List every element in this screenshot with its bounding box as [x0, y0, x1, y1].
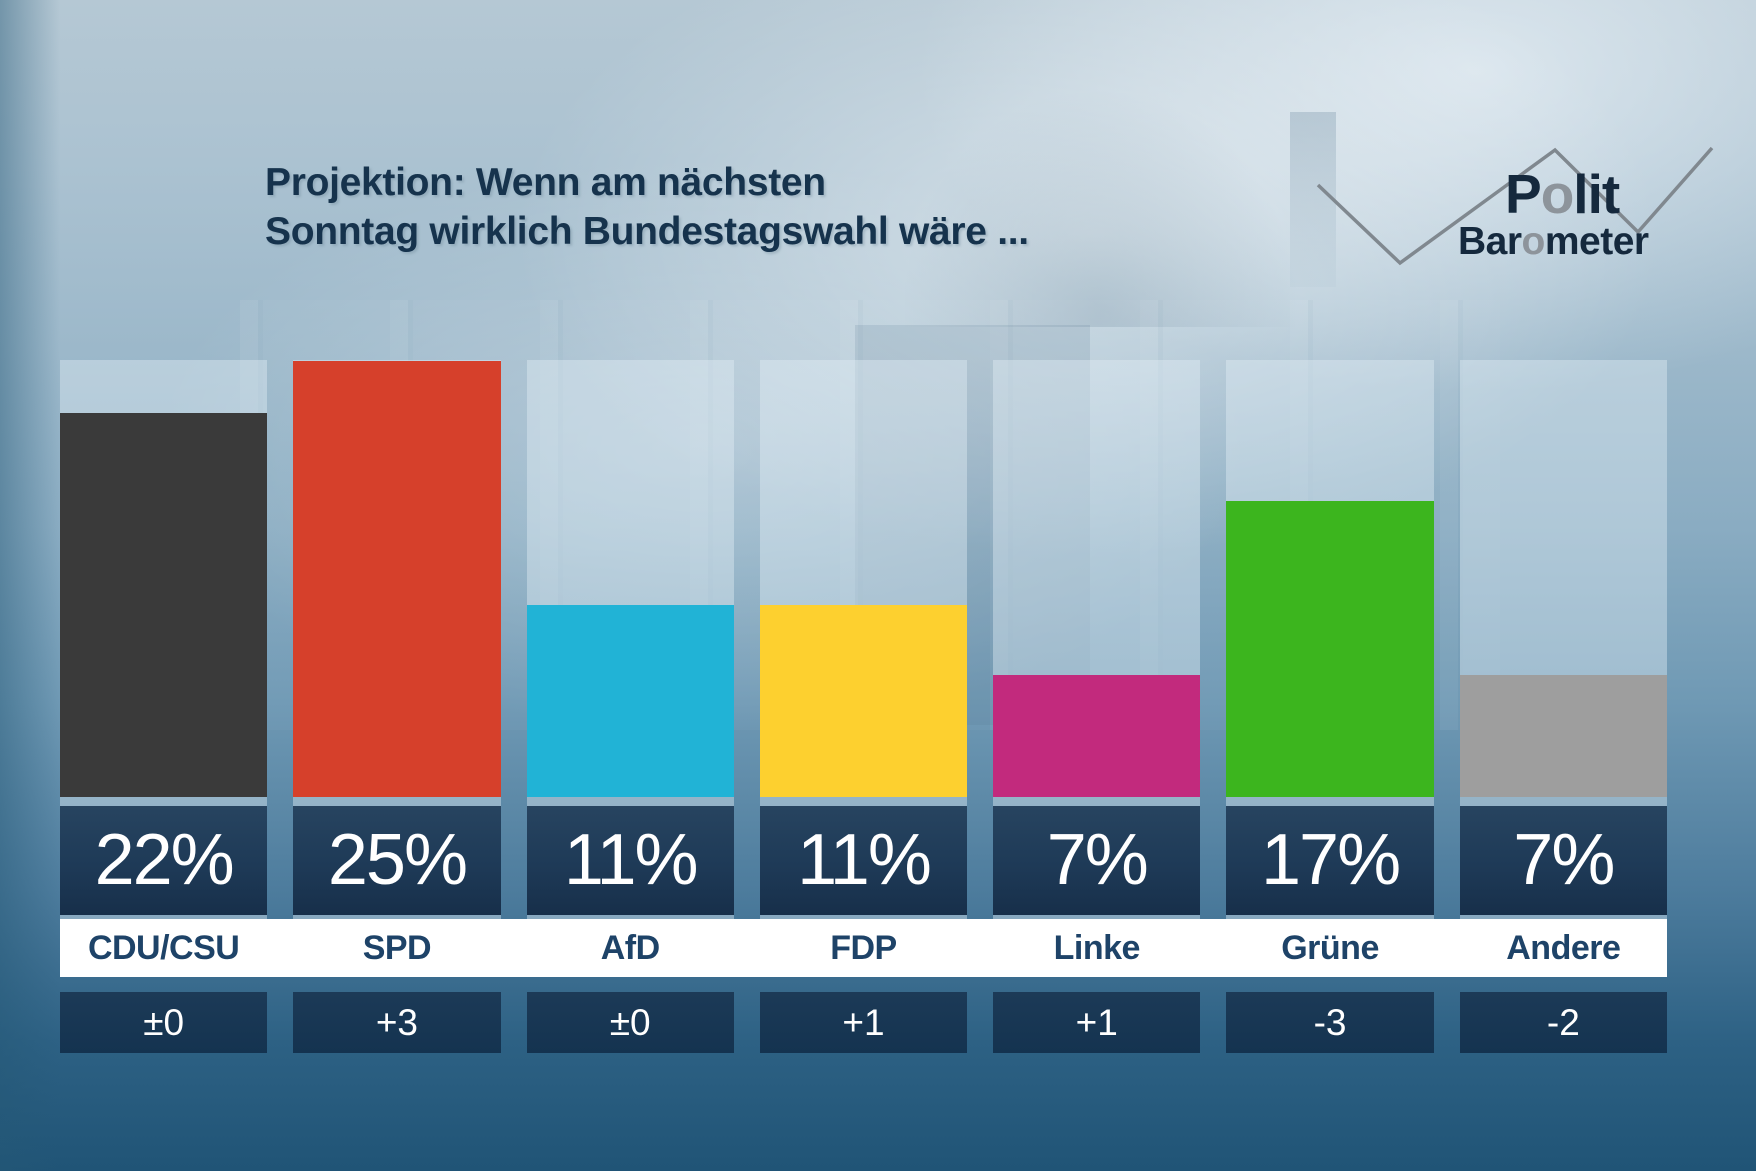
logo-polit-p: P — [1505, 163, 1542, 225]
logo-polit-lit: lit — [1573, 163, 1620, 225]
value-badge: 22% — [60, 806, 268, 915]
value-badge: 25% — [293, 806, 501, 915]
party-column-andere: 7% Andere -2 — [1459, 360, 1667, 1171]
change-badge: +3 — [293, 992, 501, 1053]
party-label: Andere — [1506, 929, 1621, 967]
value-badge: 17% — [1226, 806, 1434, 915]
value-badge: 11% — [759, 806, 968, 915]
party-column-gruene: 17% Grüne -3 — [1226, 360, 1434, 1171]
logo-text-polit: Polit — [1505, 162, 1620, 226]
party-column-fdp: 11% FDP +1 — [759, 360, 968, 1171]
chart-title: Projektion: Wenn am nächsten Sonntag wir… — [265, 158, 1029, 256]
party-label: Grüne — [1281, 929, 1379, 967]
checkmark-line-icon — [1316, 146, 1714, 266]
party-column-cdu-csu: 22% CDU/CSU ±0 — [60, 360, 268, 1171]
party-label: Linke — [1053, 929, 1141, 967]
party-column-linke: 7% Linke +1 — [993, 360, 1201, 1171]
value-badge: 7% — [993, 806, 1201, 915]
party-column-spd: 25% SPD +3 — [293, 360, 501, 1171]
logo-text-barometer: Barometer — [1458, 220, 1649, 264]
party-label: FDP — [830, 929, 897, 967]
change-badge: +1 — [993, 992, 1201, 1053]
chart-title-line2: Sonntag wirklich Bundestagswahl wäre ... — [265, 210, 1029, 253]
party-bar — [293, 361, 501, 797]
party-label: CDU/CSU — [87, 929, 240, 967]
change-badge: ±0 — [60, 992, 268, 1053]
party-label: SPD — [362, 929, 432, 967]
party-bar — [759, 605, 968, 797]
party-column-afd: 11% AfD ±0 — [526, 360, 734, 1171]
politbarometer-logo: Polit Barometer — [1316, 140, 1735, 285]
change-badge: ±0 — [526, 992, 734, 1053]
change-badge: -2 — [1459, 992, 1667, 1053]
logo-barometer-meter: meter — [1544, 220, 1649, 263]
chart-title-line1: Projektion: Wenn am nächsten — [265, 161, 826, 204]
change-badge: +1 — [759, 992, 968, 1053]
party-bar — [993, 675, 1201, 797]
party-bar — [60, 413, 268, 797]
logo-barometer-bar: Bar — [1458, 220, 1522, 263]
party-name-band — [60, 919, 1667, 977]
party-bar — [1226, 501, 1434, 797]
change-badge: -3 — [1226, 992, 1434, 1053]
bar-chart: 22% CDU/CSU ±0 25% SPD +3 11% AfD ±0 11%… — [60, 360, 1667, 1171]
logo-polit-o: o — [1540, 163, 1575, 225]
party-label: AfD — [600, 929, 660, 967]
value-badge: 11% — [526, 806, 734, 915]
logo-barometer-o: o — [1521, 220, 1546, 263]
value-badge: 7% — [1459, 806, 1667, 915]
party-bar — [526, 605, 734, 797]
party-bar — [1459, 675, 1667, 797]
